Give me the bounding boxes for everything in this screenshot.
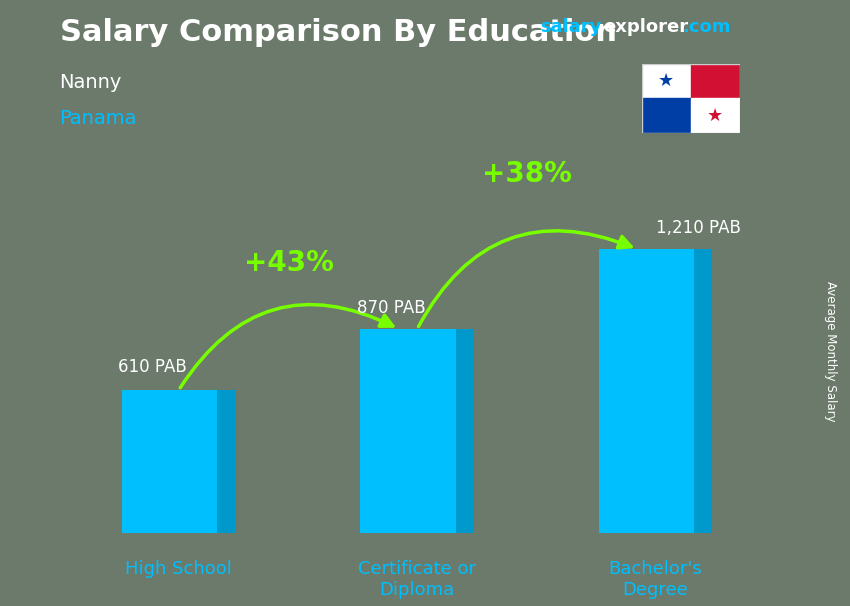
FancyArrowPatch shape xyxy=(180,305,393,388)
Text: ★: ★ xyxy=(707,107,723,125)
Text: .com: .com xyxy=(682,18,730,36)
Bar xyxy=(360,329,456,533)
Text: explorer: explorer xyxy=(604,18,689,36)
Text: 610 PAB: 610 PAB xyxy=(118,358,187,376)
Text: salary: salary xyxy=(540,18,601,36)
Bar xyxy=(690,98,740,133)
Bar xyxy=(642,98,690,133)
Polygon shape xyxy=(694,249,712,533)
Bar xyxy=(690,64,740,98)
Text: 1,210 PAB: 1,210 PAB xyxy=(655,219,740,238)
Bar xyxy=(122,390,218,533)
Text: 870 PAB: 870 PAB xyxy=(357,299,425,318)
Text: ★: ★ xyxy=(658,72,674,90)
Text: Salary Comparison By Education: Salary Comparison By Education xyxy=(60,18,616,47)
Text: Certificate or
Diploma: Certificate or Diploma xyxy=(358,561,476,599)
Text: Nanny: Nanny xyxy=(60,73,122,92)
Text: Bachelor's
Degree: Bachelor's Degree xyxy=(609,561,702,599)
FancyArrowPatch shape xyxy=(418,231,631,327)
Text: +43%: +43% xyxy=(244,249,334,277)
Bar xyxy=(598,249,694,533)
Text: Average Monthly Salary: Average Monthly Salary xyxy=(824,281,837,422)
Text: +38%: +38% xyxy=(482,160,572,188)
Polygon shape xyxy=(456,329,474,533)
Bar xyxy=(642,64,690,98)
Text: Panama: Panama xyxy=(60,109,137,128)
Text: High School: High School xyxy=(125,561,232,578)
Polygon shape xyxy=(218,390,235,533)
